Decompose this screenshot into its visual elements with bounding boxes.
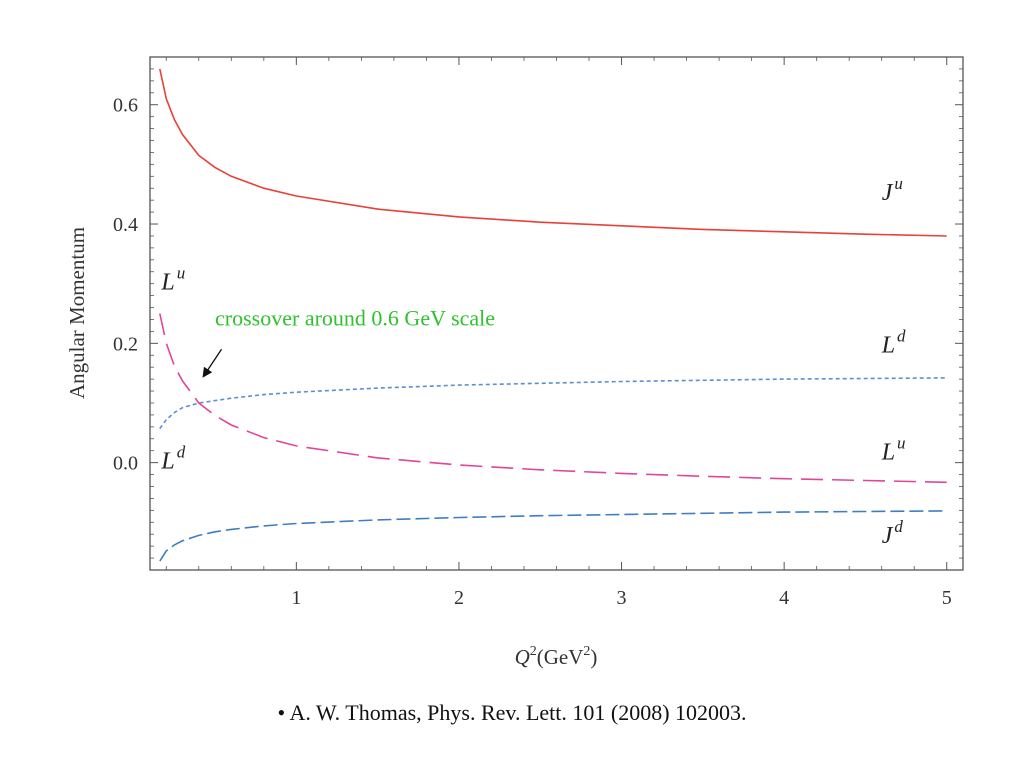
- label-J-u-base: J: [882, 180, 894, 206]
- label-L-d-right-sup: d: [897, 326, 906, 345]
- series-line-J-d: [159, 510, 947, 562]
- label-L-d-right-base: L: [881, 332, 895, 358]
- label-L-u-right-sup: u: [897, 434, 906, 453]
- label-L-d-left-sup: d: [177, 443, 186, 462]
- y-tick-label: 0.2: [113, 333, 138, 355]
- x-tick-label: 3: [617, 587, 627, 609]
- x-axis-title-unit: (GeV: [537, 645, 584, 669]
- x-tick-label: 2: [454, 587, 464, 609]
- x-tick-label: 1: [291, 587, 301, 609]
- y-axis-title: Angular Momentum: [65, 227, 89, 399]
- series-line-L-u: [159, 313, 947, 484]
- x-axis-title-close: ): [590, 645, 597, 669]
- label-L-d-left-base: L: [160, 449, 174, 475]
- crossover-arrow: [202, 348, 223, 378]
- x-tick-label: 4: [779, 587, 789, 609]
- citation: • A. W. Thomas, Phys. Rev. Lett. 101 (20…: [277, 700, 747, 725]
- x-tick-label: 5: [942, 587, 952, 609]
- label-L-u-left-sup: u: [177, 264, 186, 283]
- label-J-u-sup: u: [894, 174, 903, 193]
- x-axis-title-sup1: 2: [530, 644, 537, 659]
- label-J-d-base: J: [882, 523, 894, 549]
- label-L-u-left-base: L: [160, 270, 174, 296]
- x-axis-title-sup2: 2: [583, 644, 590, 659]
- y-tick-label: 0.6: [113, 95, 138, 117]
- label-J-d-sup: d: [894, 517, 903, 536]
- label-L-u-right-base: L: [881, 440, 895, 466]
- x-axis-title-q: Q: [515, 645, 530, 669]
- x-axis-title: Q2(GeV2): [515, 644, 598, 669]
- series-line-L-d: [159, 377, 947, 430]
- y-tick-label: 0.4: [113, 214, 138, 236]
- y-tick-label: 0.0: [113, 453, 138, 475]
- series-line-J-u: [159, 68, 947, 237]
- crossover-annotation: crossover around 0.6 GeV scale: [215, 305, 495, 330]
